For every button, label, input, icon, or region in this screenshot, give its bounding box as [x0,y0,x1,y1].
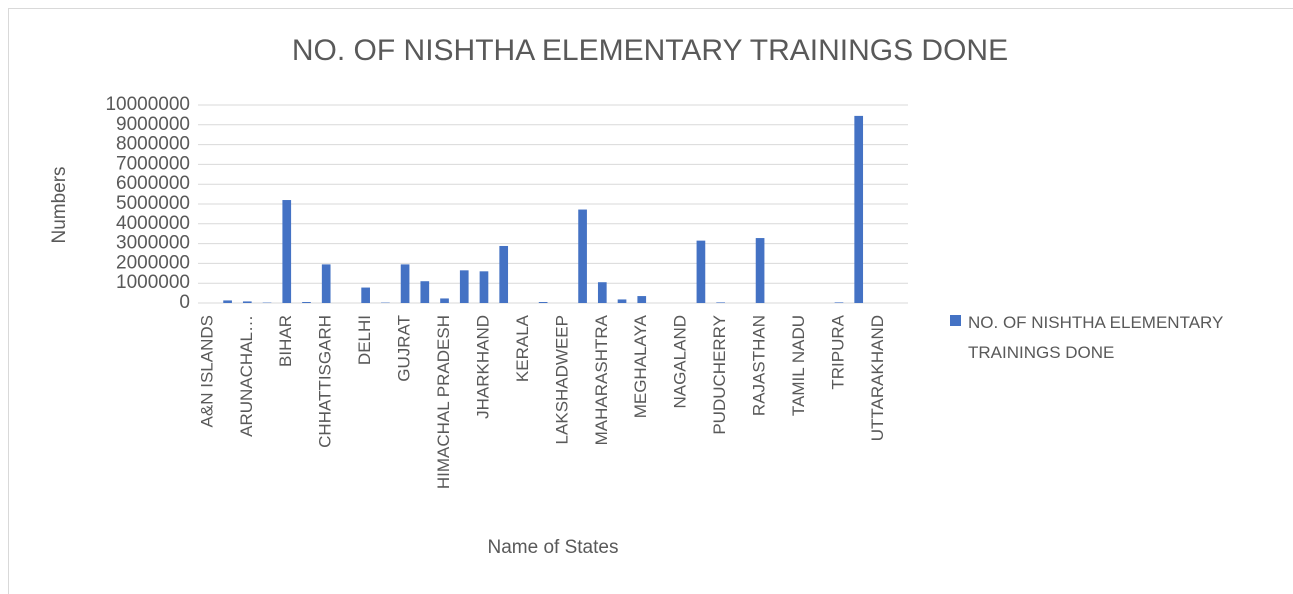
x-tick-label: HIMACHAL PRADESH [434,315,453,489]
bar [597,282,607,303]
x-tick-label: GUJRAT [395,315,414,382]
y-axis-title: Numbers [49,166,70,243]
x-tick-label: JHARKHAND [473,315,492,419]
bar [538,302,548,303]
x-tick-label: KERALA [513,314,532,382]
x-tick-label: PUDUCHERRY [710,315,729,435]
bar [420,281,430,303]
legend-label: NO. OF NISHTHA ELEMENTARY TRAININGS DONE [968,313,1224,362]
bar [321,264,331,303]
y-tick-label: 7000000 [116,153,190,174]
bar [223,300,232,303]
y-tick-label: 9000000 [116,114,190,135]
bar [242,301,252,303]
legend-swatch [950,315,961,326]
x-tick-label: MEGHALAYA [631,314,650,418]
chart-border [8,8,1293,594]
y-tick-label: 10000000 [105,94,190,115]
bar [440,298,449,303]
x-tick-label: CHHATTISGARH [316,315,335,448]
x-tick-label: MAHARASHTRA [592,314,611,445]
bar [361,287,370,303]
bar [755,238,765,303]
bar [617,299,627,303]
y-tick-label: 8000000 [116,134,190,155]
bar [400,264,410,303]
bar [578,209,587,303]
bar [479,271,489,303]
x-axis-title: Name of States [488,537,619,558]
x-tick-label: TAMIL NADU [789,315,808,416]
chart-title: NO. OF NISHTHA ELEMENTARY TRAININGS DONE [292,34,1008,67]
x-tick-label: LAKSHADWEEP [552,315,571,444]
bar [854,115,864,303]
x-tick-label: NAGALAND [671,315,690,409]
y-tick-label: 3000000 [116,233,190,254]
y-tick-label: 5000000 [116,193,190,214]
x-tick-label: RAJASTHAN [750,315,769,416]
x-tick-label: BIHAR [276,315,295,367]
y-tick-label: 1000000 [116,272,190,293]
bar [834,302,844,303]
bar [716,302,725,303]
bar [459,270,469,303]
bar [637,296,647,303]
x-tick-label: A&N ISLANDS [197,315,216,427]
x-tick-label: UTTARAKHAND [868,315,887,441]
y-tick-label: 6000000 [116,173,190,194]
y-tick-label: 4000000 [116,213,190,234]
y-tick-label: 0 [179,292,190,313]
x-tick-label: ARUNACHAL… [237,315,256,437]
bar [302,302,311,303]
x-tick-label: DELHI [355,315,374,365]
x-tick-label: TRIPURA [828,314,847,389]
bar [696,240,706,303]
bar [499,245,509,303]
y-tick-label: 2000000 [116,252,190,273]
bar [282,200,292,303]
